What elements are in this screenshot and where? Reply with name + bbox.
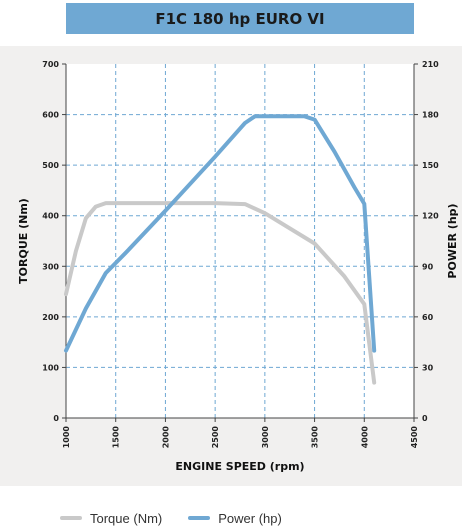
legend-label-power: Power (hp) xyxy=(218,510,282,526)
y-tick-label-right: 90 xyxy=(422,262,434,271)
y-tick-label-left: 0 xyxy=(53,414,59,423)
y-tick-label-left: 600 xyxy=(42,111,59,120)
x-tick-label: 2000 xyxy=(161,426,170,449)
y-tick-label-left: 300 xyxy=(42,262,59,271)
torque-series-line xyxy=(64,201,377,385)
legend-item-power: Power (hp) xyxy=(188,511,282,526)
y-axis-title-right: POWER (hp) xyxy=(446,203,459,278)
legend-item-torque: Torque (Nm) xyxy=(60,511,162,526)
x-tick-label: 2500 xyxy=(211,426,220,449)
x-tick-label: 4500 xyxy=(410,426,419,449)
y-tick-label-right: 60 xyxy=(422,313,434,322)
y-tick-label-right: 0 xyxy=(422,414,428,423)
x-tick-label: 3000 xyxy=(261,426,270,449)
legend-swatch-power xyxy=(188,516,211,520)
legend: Torque (Nm) Power (hp) xyxy=(60,509,282,527)
y-tick-label-left: 200 xyxy=(42,313,59,322)
plot-area xyxy=(66,64,414,418)
power-series-line xyxy=(64,114,377,353)
y-tick-label-right: 150 xyxy=(422,161,439,170)
y-tick-label-right: 120 xyxy=(422,212,439,221)
x-axis-title: ENGINE SPEED (rpm) xyxy=(175,460,304,473)
x-tick-label: 4000 xyxy=(360,426,369,449)
legend-swatch-torque xyxy=(60,516,82,520)
y-tick-label-right: 30 xyxy=(422,363,434,372)
chart-title-bar: F1C 180 hp EURO VI xyxy=(66,3,414,34)
y-axis-title-left: TORQUE (Nm) xyxy=(17,198,30,284)
x-tick-label: 1500 xyxy=(112,426,121,449)
x-tick-label: 3500 xyxy=(311,426,320,449)
y-tick-label-left: 100 xyxy=(42,363,59,372)
y-tick-label-right: 210 xyxy=(422,60,439,69)
x-tick-label: 1000 xyxy=(62,426,71,449)
y-tick-label-left: 400 xyxy=(42,212,59,221)
legend-label-torque: Torque (Nm) xyxy=(90,510,163,526)
y-tick-label-right: 180 xyxy=(422,111,439,120)
y-tick-label-left: 700 xyxy=(42,60,59,69)
chart-title: F1C 180 hp EURO VI xyxy=(155,9,325,28)
y-tick-label-left: 500 xyxy=(42,161,59,170)
